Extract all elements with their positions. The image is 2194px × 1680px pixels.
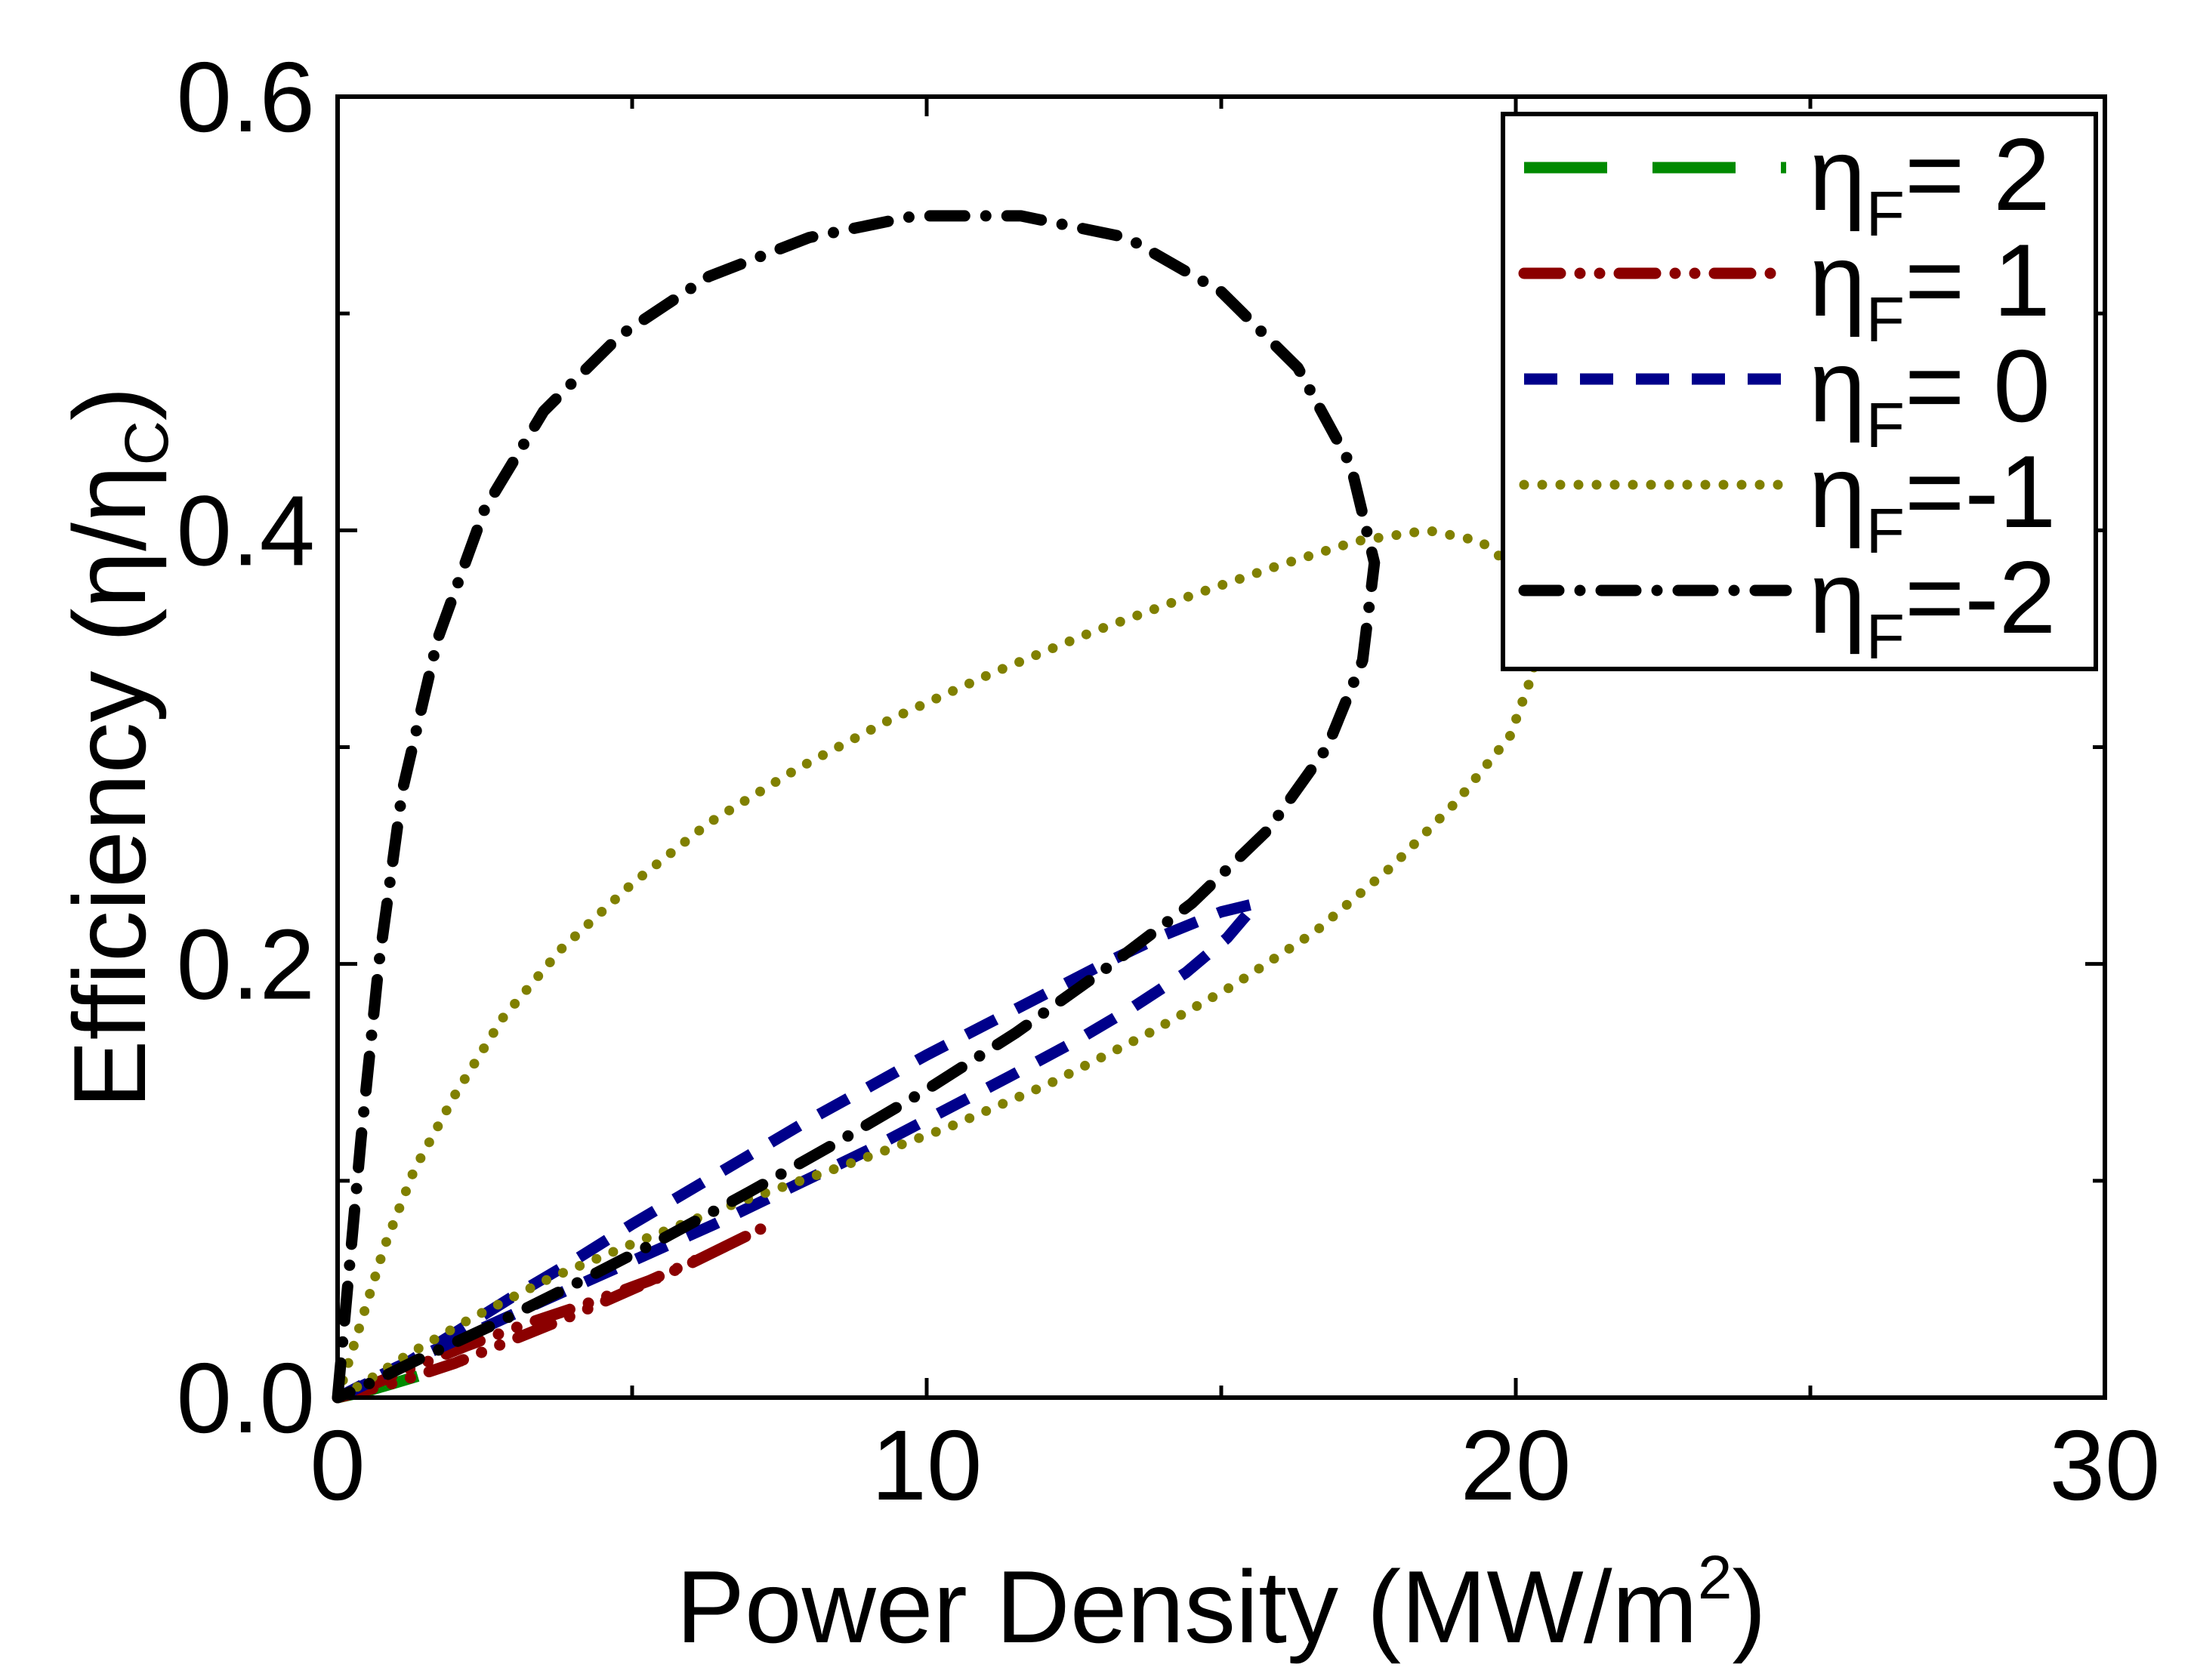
- legend-box: [1501, 112, 2098, 671]
- legend-label-4: ηF=-2: [1809, 540, 2056, 672]
- series-layer: [332, 210, 1544, 1404]
- x-axis-label-sup: 2: [1698, 1543, 1733, 1612]
- legend-label-3: ηF=-1: [1809, 434, 2056, 566]
- x-tick-label: 20: [1461, 1410, 1572, 1521]
- legend-label-main: η: [1809, 328, 1866, 443]
- y-tick-label: 0.2: [177, 909, 316, 1020]
- y-tick-label: 0.6: [177, 42, 316, 153]
- x-tick-label: 10: [872, 1410, 983, 1521]
- x-axis-label-main: Power Density (MW/m: [676, 1549, 1698, 1664]
- y-axis-label: Efficiency (η/ηC): [52, 387, 181, 1108]
- legend-label-sub: F: [1866, 390, 1905, 461]
- legend-label-main: η: [1809, 434, 1866, 549]
- legend-label-sub: F: [1866, 284, 1905, 355]
- y-tick-label: 0.4: [177, 475, 316, 586]
- y-tick-label: 0.0: [177, 1342, 316, 1453]
- x-tick-label: 0: [310, 1410, 365, 1521]
- legend-label-main: η: [1809, 223, 1866, 338]
- legend-label-0: ηF= 2: [1809, 117, 2051, 249]
- legend-label-sub: F: [1866, 495, 1905, 566]
- legend-label-sub: F: [1866, 601, 1905, 672]
- y-axis-label-sub: C: [113, 421, 181, 465]
- y-axis-label-tail: ): [52, 387, 167, 421]
- series-line-4: [332, 210, 1381, 1404]
- series-line-2: [335, 897, 1263, 1403]
- legend-label-main: η: [1809, 117, 1866, 232]
- series-line-3: [332, 525, 1544, 1403]
- legend: ηF= 2ηF= 1ηF= 0ηF=-1ηF=-2: [1501, 112, 2098, 672]
- legend-label-2: ηF= 0: [1809, 328, 2051, 461]
- tick-label-layer: 0 10 20 30 0.0 0.2 0.4 0.6: [177, 42, 2161, 1521]
- legend-label-tail: = 1: [1905, 223, 2051, 338]
- legend-label-tail: =-2: [1905, 540, 2056, 655]
- x-axis-label: Power Density (MW/m2): [676, 1543, 1766, 1664]
- x-axis-label-tail: ): [1732, 1549, 1766, 1664]
- series-line-1: [332, 1222, 768, 1404]
- legend-entries: ηF= 2ηF= 1ηF= 0ηF=-1ηF=-2: [1518, 117, 2056, 672]
- legend-label-tail: = 2: [1905, 117, 2051, 232]
- legend-label-tail: = 0: [1905, 328, 2051, 443]
- legend-label-1: ηF= 1: [1809, 223, 2051, 355]
- legend-label-tail: =-1: [1905, 434, 2056, 549]
- y-axis-label-main: Efficiency (η/η: [52, 465, 167, 1108]
- legend-label-sub: F: [1866, 178, 1905, 249]
- legend-label-main: η: [1809, 540, 1866, 655]
- x-tick-label: 30: [2050, 1410, 2161, 1521]
